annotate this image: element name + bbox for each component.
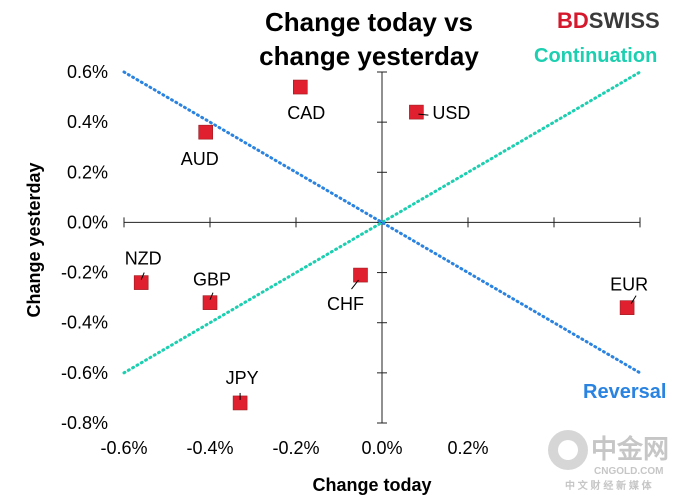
leader-line-eur bbox=[630, 295, 637, 304]
point-label-aud: AUD bbox=[181, 149, 219, 169]
y-tick-label: 0.4% bbox=[67, 112, 108, 132]
point-labels: CAD USD AUD NZD GBP CHF EUR JPY bbox=[125, 103, 648, 400]
data-point-chf bbox=[353, 267, 368, 283]
data-point-aud bbox=[198, 124, 213, 140]
watermark: 中金网 CNGOLD.COM 中 文 财 经 新 媒 体 bbox=[548, 430, 669, 492]
y-tick-label: 0.2% bbox=[67, 162, 108, 182]
reference-lines bbox=[122, 70, 642, 375]
point-label-gbp: GBP bbox=[193, 270, 231, 290]
data-point-eur bbox=[619, 300, 635, 315]
x-tick-label: 0.0% bbox=[361, 438, 402, 458]
watermark-main: 中金网 bbox=[591, 434, 669, 464]
axes: 0.6% 0.4% 0.2% 0.0% -0.2% -0.4% -0.6% -0.8% -0.6… bbox=[61, 62, 641, 458]
leader-line-nzd bbox=[140, 272, 145, 280]
leader-line-gbp bbox=[209, 292, 214, 300]
y-tick-label: -0.8% bbox=[61, 413, 108, 433]
brand-logo: BDSWISS bbox=[557, 8, 660, 33]
data-point-usd bbox=[409, 104, 424, 120]
reversal-line bbox=[122, 70, 642, 375]
x-tick-label: -0.2% bbox=[272, 438, 319, 458]
data-point-cad bbox=[292, 79, 308, 95]
data-points bbox=[133, 79, 635, 411]
y-axis-title: Change yesterday bbox=[24, 162, 44, 317]
x-tick-label: -0.6% bbox=[100, 438, 147, 458]
point-label-nzd: NZD bbox=[125, 249, 162, 269]
watermark-emblem-inner-icon bbox=[558, 440, 578, 460]
x-axis-title: Change today bbox=[312, 475, 431, 495]
brand-logo-text: BDSWISS bbox=[557, 8, 660, 33]
y-tick-label: 0.0% bbox=[67, 212, 108, 232]
y-tick-label: 0.6% bbox=[67, 62, 108, 82]
point-label-cad: CAD bbox=[287, 103, 325, 123]
continuation-annotation: Continuation bbox=[534, 45, 657, 67]
data-point-gbp bbox=[202, 295, 218, 310]
chart-title-line1: Change today vs bbox=[265, 7, 473, 37]
logo-part-bd: BD bbox=[557, 8, 589, 33]
x-tick-label: -0.4% bbox=[186, 438, 233, 458]
x-tick-label: 0.2% bbox=[447, 438, 488, 458]
logo-part-swiss: SWISS bbox=[589, 8, 660, 33]
y-tick-label: -0.6% bbox=[61, 363, 108, 383]
leader-line-chf bbox=[351, 279, 359, 290]
reversal-annotation: Reversal bbox=[583, 381, 666, 403]
point-label-chf: CHF bbox=[327, 294, 364, 314]
point-label-jpy: JPY bbox=[226, 368, 259, 388]
point-label-usd: USD bbox=[432, 103, 470, 123]
chart-title-line2: change yesterday bbox=[259, 41, 479, 71]
data-point-nzd bbox=[133, 275, 149, 290]
watermark-cn: 中 文 财 经 新 媒 体 bbox=[565, 479, 653, 492]
y-tick-label: -0.2% bbox=[61, 263, 108, 283]
point-label-eur: EUR bbox=[610, 275, 648, 295]
y-tick-label: -0.4% bbox=[61, 313, 108, 333]
watermark-sub: CNGOLD.COM bbox=[594, 466, 663, 477]
leader-line-usd bbox=[418, 113, 429, 116]
